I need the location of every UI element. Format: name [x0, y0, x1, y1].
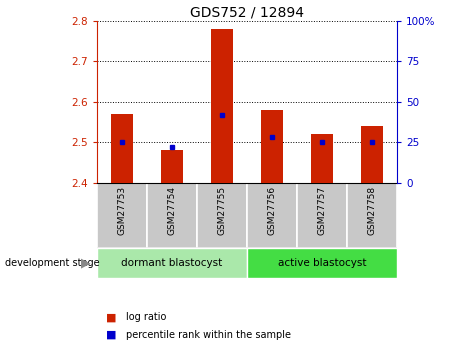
Bar [110, 114, 133, 183]
Bar [311, 134, 333, 183]
Text: development stage: development stage [5, 258, 99, 268]
Bar [247, 248, 397, 278]
Text: GSM27753: GSM27753 [117, 186, 126, 235]
Bar [97, 248, 247, 278]
Text: ▶: ▶ [81, 257, 91, 269]
Bar [211, 29, 233, 183]
Text: GSM27755: GSM27755 [217, 186, 226, 235]
Bar [161, 150, 183, 183]
Text: percentile rank within the sample: percentile rank within the sample [126, 330, 291, 339]
Title: GDS752 / 12894: GDS752 / 12894 [190, 6, 304, 20]
Text: ■: ■ [106, 330, 116, 339]
Text: GSM27757: GSM27757 [318, 186, 327, 235]
Text: dormant blastocyst: dormant blastocyst [121, 258, 223, 268]
Bar [97, 183, 147, 248]
Bar [197, 183, 247, 248]
Text: GSM27758: GSM27758 [368, 186, 377, 235]
Bar [261, 110, 283, 183]
Bar [297, 183, 347, 248]
Text: GSM27756: GSM27756 [267, 186, 276, 235]
Bar [361, 126, 383, 183]
Text: active blastocyst: active blastocyst [278, 258, 366, 268]
Text: ■: ■ [106, 313, 116, 322]
Bar [347, 183, 397, 248]
Text: GSM27754: GSM27754 [167, 186, 176, 235]
Bar [147, 183, 197, 248]
Bar [247, 183, 297, 248]
Text: log ratio: log ratio [126, 313, 167, 322]
